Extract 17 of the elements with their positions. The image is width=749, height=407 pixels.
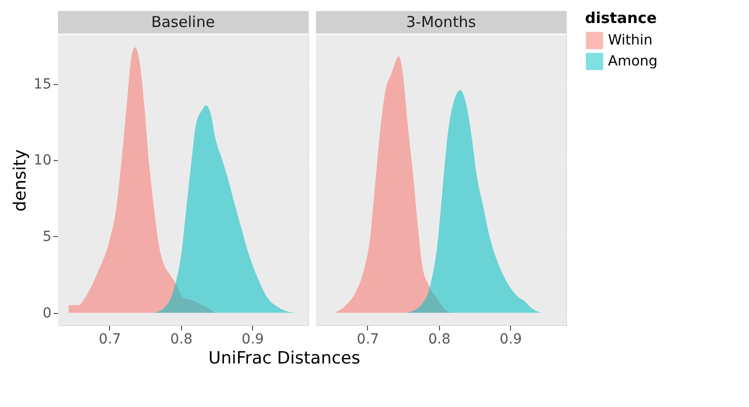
y-tick-label: 15 xyxy=(34,76,52,92)
x-axis-title: UniFrac Distances xyxy=(208,348,360,368)
y-tick-label: 10 xyxy=(34,152,52,169)
y-tick-label: 5 xyxy=(42,228,52,245)
chart-title: Baseline xyxy=(151,13,215,31)
legend-label: Among xyxy=(608,54,658,70)
x-tick-label: 0.9 xyxy=(500,332,522,348)
x-tick-label: 0.8 xyxy=(170,332,192,348)
x-tick-label: 0.7 xyxy=(356,332,380,348)
x-tick-label: 0.9 xyxy=(242,332,264,348)
legend-label: Within xyxy=(608,32,653,48)
y-tick-label: 0 xyxy=(42,305,52,322)
x-tick-label: 0.8 xyxy=(428,332,450,348)
chart-title: 3-Months xyxy=(406,13,476,31)
x-tick-label: 0.7 xyxy=(98,332,122,348)
legend-title: distance xyxy=(585,9,657,27)
y-axis-title: density xyxy=(10,149,31,212)
